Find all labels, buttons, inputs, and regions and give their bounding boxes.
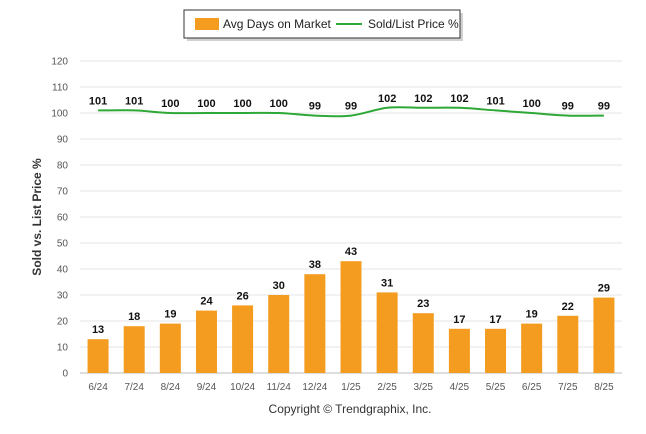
bar xyxy=(448,328,470,373)
y-tick-label: 20 xyxy=(57,317,69,328)
bar xyxy=(593,297,615,373)
line-data-label: 100 xyxy=(522,98,540,110)
bar xyxy=(268,295,290,373)
bar-data-label: 13 xyxy=(92,324,104,336)
bar-data-labels: 13 18 19 24 26 30 38 43 31 23 17 17 19 22 29 xyxy=(92,246,610,336)
y-axis-title: Sold vs. List Price % xyxy=(30,158,44,276)
bar xyxy=(521,323,543,373)
bar-data-label: 38 xyxy=(309,259,321,271)
y-tick-label: 110 xyxy=(52,83,68,94)
line-data-label: 99 xyxy=(598,101,610,113)
line-data-label: 102 xyxy=(450,93,468,105)
x-tick-label: 5/25 xyxy=(486,382,506,393)
line-data-label: 100 xyxy=(270,98,288,110)
x-tick-label: 3/25 xyxy=(414,382,434,393)
x-axis: 6/24 7/24 8/24 9/24 10/24 11/24 12/24 1/25 2/25 3… xyxy=(88,382,614,393)
y-tick-label: 80 xyxy=(57,161,69,172)
line-path xyxy=(98,106,604,118)
x-tick-label: 4/25 xyxy=(450,382,470,393)
bar xyxy=(304,274,326,373)
bar-data-label: 18 xyxy=(128,311,140,323)
bar xyxy=(87,339,109,373)
bar-data-label: 31 xyxy=(381,277,393,289)
x-tick-label: 6/25 xyxy=(522,382,542,393)
bar-data-label: 26 xyxy=(236,290,248,302)
line-data-label: 100 xyxy=(161,98,179,110)
line-data-label: 102 xyxy=(414,93,432,105)
y-tick-label: 10 xyxy=(57,343,69,354)
line-series xyxy=(98,106,604,118)
y-axis: 0 10 20 30 40 50 60 70 80 90 100 110 120 xyxy=(51,57,68,380)
legend-label-avg-days: Avg Days on Market xyxy=(223,17,331,31)
bar-data-label: 43 xyxy=(345,246,357,258)
bar-data-label: 22 xyxy=(562,301,574,313)
bar-data-label: 19 xyxy=(164,309,176,321)
bar-data-label: 17 xyxy=(453,314,465,326)
line-data-label: 100 xyxy=(233,98,251,110)
y-tick-label: 90 xyxy=(57,135,69,146)
bar-series xyxy=(87,261,615,373)
bar-data-label: 29 xyxy=(598,283,610,295)
line-data-label: 101 xyxy=(125,95,143,107)
bar xyxy=(376,292,398,373)
x-tick-label: 8/24 xyxy=(161,382,181,393)
y-tick-label: 120 xyxy=(51,57,68,68)
bar xyxy=(123,326,145,373)
y-tick-label: 40 xyxy=(57,265,69,276)
line-data-labels: 101 101 100 100 100 100 99 99 102 102 102 101 100 99 9… xyxy=(89,93,610,113)
line-data-label: 99 xyxy=(562,101,574,113)
bar-data-label: 23 xyxy=(417,298,429,310)
x-tick-label: 10/24 xyxy=(230,382,255,393)
bar xyxy=(340,261,362,373)
x-tick-label: 1/25 xyxy=(341,382,361,393)
line-data-label: 99 xyxy=(309,101,321,113)
legend-label-sold-list: Sold/List Price % xyxy=(368,17,459,31)
copyright-text: Copyright © Trendgraphix, Inc. xyxy=(269,402,432,416)
bar-data-label: 19 xyxy=(526,309,538,321)
x-tick-label: 12/24 xyxy=(302,382,327,393)
x-tick-label: 7/25 xyxy=(558,382,578,393)
x-tick-label: 2/25 xyxy=(377,382,397,393)
y-tick-label: 100 xyxy=(51,109,68,120)
bar-data-label: 17 xyxy=(489,314,501,326)
bar xyxy=(232,305,254,373)
bar xyxy=(412,313,434,373)
bar-data-label: 24 xyxy=(200,296,213,308)
line-data-label: 101 xyxy=(486,95,504,107)
x-tick-label: 7/24 xyxy=(124,382,144,393)
legend-swatch-avg-days xyxy=(195,18,219,30)
line-data-label: 101 xyxy=(89,95,107,107)
bar xyxy=(557,315,579,373)
x-tick-label: 11/24 xyxy=(267,382,292,393)
x-tick-label: 8/25 xyxy=(594,382,614,393)
bar xyxy=(195,310,217,373)
y-tick-label: 70 xyxy=(57,187,69,198)
y-tick-label: 0 xyxy=(62,369,68,380)
bar xyxy=(159,323,181,373)
line-data-label: 102 xyxy=(378,93,396,105)
line-data-label: 99 xyxy=(345,101,357,113)
line-data-label: 100 xyxy=(197,98,215,110)
legend: Avg Days on Market Sold/List Price % xyxy=(183,9,463,41)
bar-data-label: 30 xyxy=(273,280,285,292)
bar xyxy=(485,328,507,373)
x-tick-label: 9/24 xyxy=(197,382,217,393)
y-tick-label: 30 xyxy=(57,291,69,302)
y-tick-label: 50 xyxy=(57,239,69,250)
x-tick-label: 6/24 xyxy=(88,382,108,393)
y-tick-label: 60 xyxy=(57,213,69,224)
